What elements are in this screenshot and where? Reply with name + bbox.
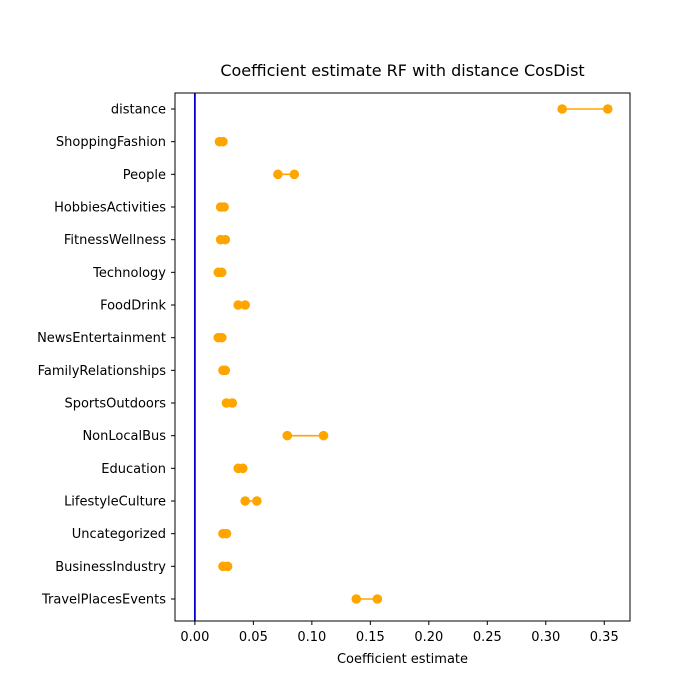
point-low-people <box>273 169 283 180</box>
point-low-travel-places-events <box>351 594 362 604</box>
x-axis-label: Coefficient estimate <box>337 652 468 667</box>
x-tick-label-3: 0.15 <box>356 630 385 645</box>
point-high-business-industry <box>222 561 233 572</box>
y-tick-label-distance: distance <box>111 103 166 118</box>
plot-frame <box>174 92 631 622</box>
y-tick-label-food-drink: FoodDrink <box>100 299 166 314</box>
point-high-technology <box>216 267 227 278</box>
point-high-food-drink <box>240 300 250 310</box>
y-tick-label-shopping-fashion: ShoppingFashion <box>56 135 166 150</box>
x-tick-label-5: 0.25 <box>473 630 502 645</box>
point-low-food-drink <box>233 300 243 310</box>
point-high-news-entertainment <box>216 332 227 343</box>
plot-area: distance ShoppingFashion People HobbiesActi… <box>37 92 631 645</box>
point-low-lifestyle-culture <box>240 496 250 506</box>
point-low-non-local-bus <box>282 430 293 441</box>
y-tick-label-sports-outdoors: SportsOutdoors <box>64 397 166 412</box>
y-tick-label-lifestyle-culture: LifestyleCulture <box>64 495 166 510</box>
point-high-fitness-wellness <box>220 234 231 245</box>
y-tick-label-travel-places-events: TravelPlacesEvents <box>41 593 166 608</box>
point-high-uncategorized <box>221 528 232 539</box>
point-low-distance <box>557 104 567 114</box>
point-high-sports-outdoors <box>227 398 238 408</box>
y-tick-label-technology: Technology <box>92 266 166 281</box>
point-high-lifestyle-culture <box>252 496 262 506</box>
y-tick-label-news-entertainment: NewsEntertainment <box>37 331 166 346</box>
chart-title: Coefficient estimate RF with distance Co… <box>220 61 584 80</box>
y-tick-label-family-relationships: FamilyRelationships <box>38 364 167 379</box>
y-tick-label-business-industry: BusinessIndustry <box>55 560 166 575</box>
y-tick-label-fitness-wellness: FitnessWellness <box>64 233 166 248</box>
x-tick-label-7: 0.35 <box>590 630 619 645</box>
y-tick-label-hobbies-activities: HobbiesActivities <box>54 201 166 216</box>
point-high-travel-places-events <box>372 594 383 604</box>
y-tick-label-non-local-bus: NonLocalBus <box>82 429 166 444</box>
point-high-non-local-bus <box>318 430 329 441</box>
x-tick-label-4: 0.20 <box>414 630 443 645</box>
y-tick-label-uncategorized: Uncategorized <box>72 527 166 542</box>
x-tick-label-1: 0.05 <box>239 630 268 645</box>
x-tick-label-2: 0.10 <box>297 630 326 645</box>
point-high-education <box>238 463 248 474</box>
point-high-people <box>289 169 300 180</box>
point-high-hobbies-activities <box>219 202 229 212</box>
point-high-distance <box>602 104 613 114</box>
x-tick-label-6: 0.30 <box>531 630 560 645</box>
x-tick-label-0: 0.00 <box>180 630 209 645</box>
point-high-family-relationships <box>220 365 231 376</box>
y-tick-label-people: People <box>123 168 166 183</box>
y-tick-label-education: Education <box>101 462 166 477</box>
point-high-shopping-fashion <box>218 136 228 147</box>
